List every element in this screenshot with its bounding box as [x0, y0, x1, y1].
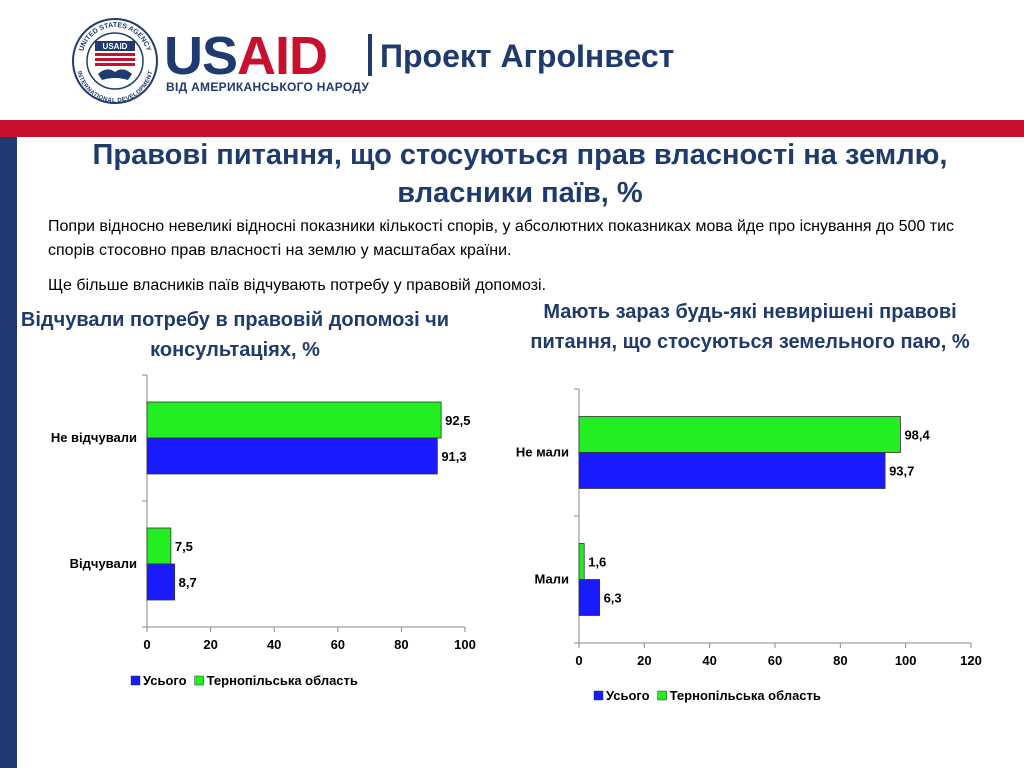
left-accent-bar	[0, 137, 17, 768]
header-red-stripe	[0, 120, 1024, 137]
x-tick-label: 20	[637, 653, 651, 668]
bar-value-label: 8,7	[179, 575, 197, 590]
bar	[146, 527, 172, 565]
bar	[146, 563, 176, 601]
bar	[146, 401, 442, 439]
bar-value-label: 1,6	[588, 555, 606, 570]
bar	[578, 416, 901, 453]
seal-inner-text: USAID	[103, 42, 128, 51]
legend-label: Усього	[143, 673, 187, 688]
bar-value-label: 93,7	[889, 464, 914, 479]
usaid-seal-icon: UNITED STATES AGENCY INTERNATIONAL DEVEL…	[72, 18, 158, 104]
chart-right: 0 20 40 60 80 100 120 Не мали 98,4 93,7 Мали 1,6 6,3…	[516, 388, 982, 703]
legend-swatch	[194, 675, 204, 686]
x-tick-label: 100	[895, 653, 917, 668]
usaid-wordmark: USAID	[164, 26, 328, 86]
slide-title: Правові питання, що стосуються прав влас…	[92, 139, 948, 209]
bar-value-label: 7,5	[175, 539, 193, 554]
project-name: Проект АгроІнвест	[380, 38, 675, 74]
x-tick-label: 40	[267, 637, 281, 652]
legend-label: Тернопільська область	[207, 673, 358, 688]
body-paragraph-1: Попри відносно невеликі відносні показни…	[48, 218, 955, 259]
bar	[578, 543, 585, 580]
x-tick-label: 80	[833, 653, 847, 668]
legend-swatch	[130, 675, 141, 686]
legend-label: Тернопільська область	[670, 688, 821, 703]
bar-value-label: 91,3	[441, 449, 466, 464]
usaid-tagline: ВІД АМЕРИКАНСЬКОГО НАРОДУ	[166, 80, 370, 94]
bar-value-label: 98,4	[904, 428, 930, 443]
category-label: Не відчували	[51, 430, 137, 445]
usaid-logo: UNITED STATES AGENCY INTERNATIONAL DEVEL…	[70, 14, 710, 109]
bar	[578, 452, 886, 489]
bar-value-label: 6,3	[604, 591, 622, 606]
x-tick-label: 20	[203, 637, 217, 652]
chart-right-title: Мають зараз будь-які невирішені правові …	[530, 301, 970, 353]
chart-left-title: Відчували потребу в правовій допомозі чи…	[20, 309, 450, 361]
x-tick-label: 120	[960, 653, 982, 668]
category-label: Не мали	[516, 445, 569, 460]
x-tick-label: 60	[331, 637, 345, 652]
wordmark-aid: AID	[237, 26, 328, 86]
x-tick-label: 100	[454, 637, 476, 652]
bar	[578, 579, 600, 616]
chart-left: 0 20 40 60 80 100 Не відчували 92,5 91,3 Відчувал…	[51, 374, 476, 688]
x-tick-label: 40	[702, 653, 716, 668]
x-tick-label: 0	[575, 653, 582, 668]
header-separator	[368, 34, 372, 76]
wordmark-us: US	[164, 26, 238, 86]
x-tick-label: 0	[143, 637, 150, 652]
x-tick-label: 60	[768, 653, 782, 668]
category-label: Мали	[535, 572, 569, 587]
category-label: Відчували	[70, 556, 137, 571]
bar	[146, 437, 438, 475]
x-tick-label: 80	[394, 637, 408, 652]
body-paragraph-2: Ще більше власників паїв відчувають потр…	[48, 277, 547, 294]
legend-swatch	[593, 690, 604, 701]
bar-value-label: 92,5	[445, 413, 470, 428]
legend-swatch	[657, 690, 667, 701]
legend-label: Усього	[606, 688, 650, 703]
